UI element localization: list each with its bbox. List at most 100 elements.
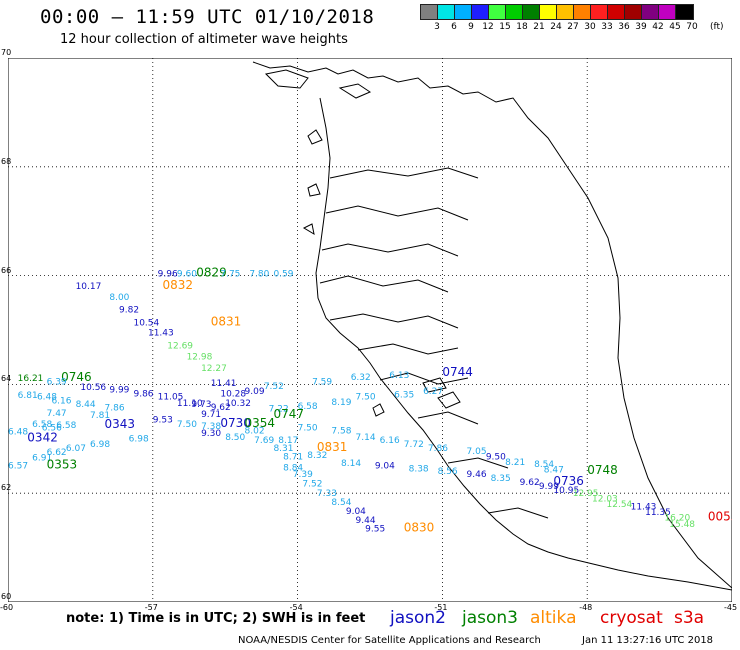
wave-height-label: 10.56: [80, 383, 106, 393]
fjord-2: [325, 205, 469, 221]
wave-height-label: 6.39: [47, 377, 67, 387]
colorbar-swatch: [540, 5, 557, 19]
colorbar-tick-label: 45: [669, 22, 681, 32]
fjord-3: [321, 243, 459, 257]
pass-time-label: 0353: [47, 458, 78, 472]
fjord-8: [417, 411, 479, 425]
wave-height-label: 7.47: [47, 409, 67, 419]
wave-height-label: 8.19: [331, 398, 351, 408]
wave-height-label: 11.43: [631, 503, 657, 513]
wave-height-label: 6.81: [18, 391, 38, 401]
map-title: 00:00 – 11:59 UTC 01/10/2018: [40, 6, 375, 28]
wave-height-label: 9.71: [201, 410, 221, 420]
island-7: [437, 391, 461, 409]
wave-height-label: 8.54: [331, 498, 351, 508]
wave-height-label: 7.52: [264, 382, 284, 392]
wave-height-label: 10.32: [225, 399, 251, 409]
wave-height-label: 7.22: [269, 405, 289, 415]
wave-height-label: 8.71: [283, 452, 303, 462]
wave-height-label: 7.75: [220, 270, 240, 280]
colorbar-swatch: [523, 5, 540, 19]
wave-height-label: 7.80: [249, 270, 269, 280]
wave-height-label: 10.95: [553, 486, 579, 496]
wave-height-label: 10.17: [76, 282, 102, 292]
fjord-9: [447, 457, 509, 469]
wave-height-label: 12.69: [167, 341, 193, 351]
wave-height-label: 9.60: [177, 270, 197, 280]
pass-time-label: 0354: [245, 416, 276, 430]
legend-jason3: jason3: [462, 608, 518, 628]
latitude-tick-label: 70: [1, 48, 12, 57]
wave-height-label: 8.47: [544, 466, 564, 476]
colorbar-tick-label: 39: [635, 22, 647, 32]
colorbar-swatch: [574, 5, 591, 19]
pass-time-label: 0748: [587, 463, 618, 477]
colorbar-swatch: [676, 5, 693, 19]
fjord-7: [379, 372, 469, 385]
greenland-coastline: [252, 61, 732, 591]
colorbar-tick-label: 18: [516, 22, 528, 32]
pass-time-label: 0744: [442, 365, 473, 379]
latitude-tick-label: 66: [1, 265, 12, 275]
colorbar-swatch: [489, 5, 506, 19]
wave-height-label: 8.32: [307, 451, 327, 461]
fjord-6: [357, 343, 459, 355]
wave-height-label: 6.98: [129, 435, 149, 445]
wave-height-label: 16.21: [18, 374, 44, 384]
pass-time-label: 0832: [162, 278, 193, 292]
coastline-west: [315, 97, 732, 591]
wave-height-label: 7.81: [90, 411, 110, 421]
wave-height-label: 12.03: [592, 494, 618, 504]
colorbar-swatch: [608, 5, 625, 19]
colorbar-tick-label: 33: [601, 22, 613, 32]
latitude-tick-label: 60: [1, 592, 12, 601]
wave-height-label: 8.21: [505, 458, 525, 468]
wave-height-label: 6.58: [32, 420, 52, 430]
colorbar-swatch: [472, 5, 489, 19]
wave-height-colorbar: 3 6 9 12 15 18 21 24 27 30 33 36 39 42 45 70 (ft): [420, 4, 730, 38]
wave-height-label: 9.04: [375, 462, 395, 472]
pass-time-label: 0831: [211, 315, 242, 329]
wave-height-label: 9.96: [158, 270, 178, 280]
coastline-main: [252, 61, 732, 589]
wave-height-label: 8.31: [273, 444, 293, 454]
colorbar-tick-label: 36: [618, 22, 630, 32]
colorbar-tick-label: 6: [451, 22, 457, 32]
wave-height-label: 6.57: [8, 462, 28, 472]
wave-height-label: 6.48: [37, 393, 57, 403]
colorbar-swatch: [455, 5, 472, 19]
pass-time-label: 0747: [273, 407, 304, 421]
fjord-5: [329, 313, 459, 329]
wave-height-label: 6.35: [394, 390, 414, 400]
colorbar-swatch: [591, 5, 608, 19]
island-8: [422, 377, 447, 393]
colorbar-tick-label: 15: [499, 22, 511, 32]
island-6: [372, 403, 385, 417]
wave-height-label: 6.91: [32, 454, 52, 464]
colorbar-tick-label: 27: [567, 22, 579, 32]
wave-height-label: 11.41: [211, 379, 237, 389]
pass-time-label: 0830: [404, 520, 435, 534]
wave-height-label: 12.98: [187, 352, 213, 362]
wave-height-label: 9.99: [539, 482, 559, 492]
wave-height-label: 7.50: [298, 424, 318, 434]
wave-height-label: 7.86: [428, 444, 448, 454]
wave-height-label: 9.30: [201, 429, 221, 439]
wave-height-label: 8.38: [409, 464, 429, 474]
wave-height-label: 6.62: [47, 448, 67, 458]
wave-height-label: 12.95: [573, 489, 599, 499]
wave-height-label: 12.54: [607, 500, 633, 510]
pass-time-label: 0343: [105, 417, 136, 431]
pass-time-label: 0730: [220, 416, 251, 430]
wave-height-label: 7.50: [356, 393, 376, 403]
wave-height-label: 12.27: [201, 364, 227, 374]
wave-height-label: 9.44: [356, 516, 376, 526]
wave-height-label: 9.04: [346, 507, 366, 517]
wave-height-label: 7.58: [331, 426, 351, 436]
wave-height-label: 7.05: [467, 447, 487, 457]
wave-height-label: 7.59: [312, 377, 332, 387]
colorbar-swatch: [438, 5, 455, 19]
longitude-tick-label: -60: [0, 603, 14, 612]
wave-height-label: 9.09: [245, 387, 265, 397]
